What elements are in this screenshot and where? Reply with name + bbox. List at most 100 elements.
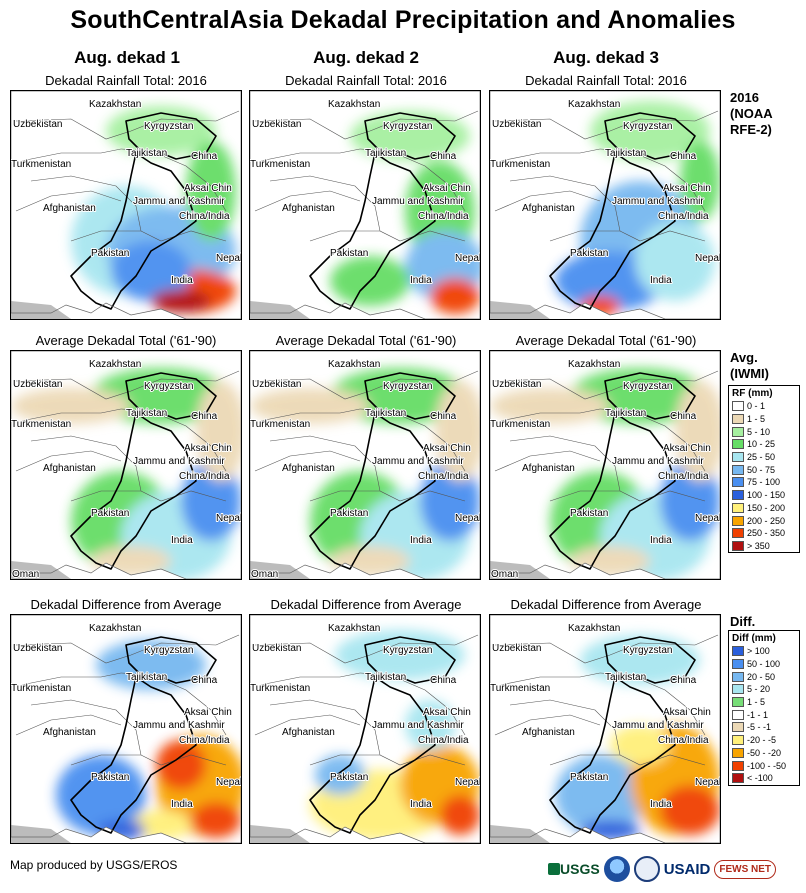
map-no-data-region: [11, 561, 71, 579]
legend-item: 1 - 5: [729, 696, 799, 709]
noaa-logo-icon: [603, 856, 630, 882]
map-label-turkmenistan: Turkmenistan: [490, 419, 550, 430]
map-no-data-region: [250, 561, 310, 579]
legend-swatch: [732, 477, 744, 488]
map-label-kazakhstan: Kazakhstan: [328, 359, 380, 370]
map-label-china: China: [191, 151, 218, 162]
precipitation-area: [111, 241, 191, 301]
legend-label: -5 - -1: [747, 722, 772, 733]
legend-swatch: [732, 502, 744, 513]
map-label-nepal: Nepal: [216, 253, 241, 264]
map-label-china-india: China/India: [658, 735, 709, 746]
column-heading-2: Aug. dekad 2: [313, 48, 419, 67]
map-label-turkmenistan: Turkmenistan: [250, 159, 310, 170]
legend-item: -20 - -5: [729, 734, 799, 747]
legend-item: 75 - 100: [729, 476, 799, 489]
province-boundary: [509, 699, 621, 756]
legend-swatch: [732, 646, 744, 657]
country-boundary: [309, 636, 456, 834]
map-label-nepal: Nepal: [455, 513, 480, 524]
row-label-2016: 2016 (NOAA RFE-2): [730, 90, 773, 138]
province-boundary: [509, 435, 621, 492]
legend-item: 25 - 50: [729, 451, 799, 464]
map-label-kazakhstan: Kazakhstan: [328, 99, 380, 110]
province-boundary: [30, 175, 142, 232]
map-label-tajikistan: Tajikistan: [365, 148, 406, 159]
map-label-tajikistan: Tajikistan: [605, 148, 646, 159]
legend-item: > 350: [729, 540, 799, 553]
legend-item: 200 - 250: [729, 514, 799, 527]
province-boundary: [20, 672, 122, 686]
map-label-aksai-chin: Aksai Chin: [184, 183, 232, 194]
map-label-china-india: China/India: [658, 211, 709, 222]
legend-label: 75 - 100: [747, 477, 781, 488]
legend-swatch: [732, 528, 744, 539]
legend-item: 150 - 200: [729, 502, 799, 515]
map-label-india: India: [410, 535, 432, 546]
map-label-india: India: [171, 275, 193, 286]
province-boundary: [269, 699, 381, 756]
map-label-china-india: China/India: [418, 735, 469, 746]
province-boundary: [494, 190, 601, 212]
row-label-avg: Avg. (IWMI): [730, 350, 769, 382]
map-label-kazakhstan: Kazakhstan: [89, 359, 141, 370]
state-seal-icon: [633, 856, 660, 882]
map-label-aksai-chin: Aksai Chin: [184, 707, 232, 718]
precipitation-area: [660, 785, 720, 835]
map-label-kazakhstan: Kazakhstan: [568, 359, 620, 370]
legend-swatch: [732, 747, 744, 758]
country-boundary: [70, 112, 217, 310]
legend-swatch: [732, 515, 744, 526]
map-label-aksai-chin: Aksai Chin: [423, 707, 471, 718]
map-no-data-region: [250, 301, 310, 319]
precipitation-field: [250, 368, 480, 579]
row-label-line: (IWMI): [730, 366, 769, 381]
map-label-pakistan: Pakistan: [570, 248, 608, 259]
province-boundary: [254, 450, 361, 472]
map-label-pakistan: Pakistan: [330, 248, 368, 259]
map-label-uzbekistan: Uzbekistan: [492, 643, 541, 654]
province-boundary: [15, 450, 122, 472]
legend-item: 5 - 10: [729, 425, 799, 438]
row-label-line: Avg.: [730, 350, 758, 365]
map-canvas: Kazakhstan Uzbekistan Kyrgyzstan Tajikistan…: [490, 91, 720, 319]
map-label-afghanistan: Afghanistan: [282, 463, 335, 474]
map-label-uzbekistan: Uzbekistan: [252, 643, 301, 654]
precipitation-area: [440, 795, 480, 835]
precipitation-field: [490, 368, 720, 579]
map-label-india: India: [410, 275, 432, 286]
map-label-afghanistan: Afghanistan: [282, 203, 335, 214]
legend-label: 250 - 350: [747, 528, 786, 539]
map-label-jammu-kashmir: Jammu and Kashmir: [133, 456, 225, 467]
map-label-china-india: China/India: [418, 471, 469, 482]
map-label-pakistan: Pakistan: [91, 772, 129, 783]
map-label-kyrgyzstan: Kyrgyzstan: [144, 381, 193, 392]
map-label-china: China: [191, 411, 218, 422]
precipitation-area: [405, 700, 455, 750]
map-label-china: China: [670, 411, 697, 422]
legend-label: > 100: [747, 646, 770, 657]
province-boundary: [494, 634, 719, 664]
map-canvas: Kazakhstan Uzbekistan Kyrgyzstan Tajikistan…: [490, 351, 720, 579]
map-label-jammu-kashmir: Jammu and Kashmir: [612, 456, 704, 467]
country-boundary: [549, 636, 696, 834]
map-label-kyrgyzstan: Kyrgyzstan: [383, 381, 432, 392]
country-boundary: [70, 636, 217, 834]
map-no-data-region: [490, 301, 550, 319]
legend-item: 100 - 150: [729, 489, 799, 502]
precipitation-area: [590, 101, 710, 161]
legend-swatch: [732, 439, 744, 450]
precipitation-area: [196, 381, 241, 481]
map-label-nepal: Nepal: [455, 253, 480, 264]
province-boundary: [15, 190, 122, 212]
map-no-data-region: [11, 301, 71, 319]
map-label-turkmenistan: Turkmenistan: [490, 159, 550, 170]
map-label-uzbekistan: Uzbekistan: [252, 119, 301, 130]
map-label-china: China: [191, 675, 218, 686]
map-label-china: China: [670, 151, 697, 162]
legend-label: 25 - 50: [747, 452, 776, 463]
province-boundary: [309, 754, 380, 766]
coastline: [11, 91, 241, 319]
page-title: SouthCentralAsia Dekadal Precipitation a…: [70, 6, 736, 34]
province-boundary: [259, 148, 361, 162]
